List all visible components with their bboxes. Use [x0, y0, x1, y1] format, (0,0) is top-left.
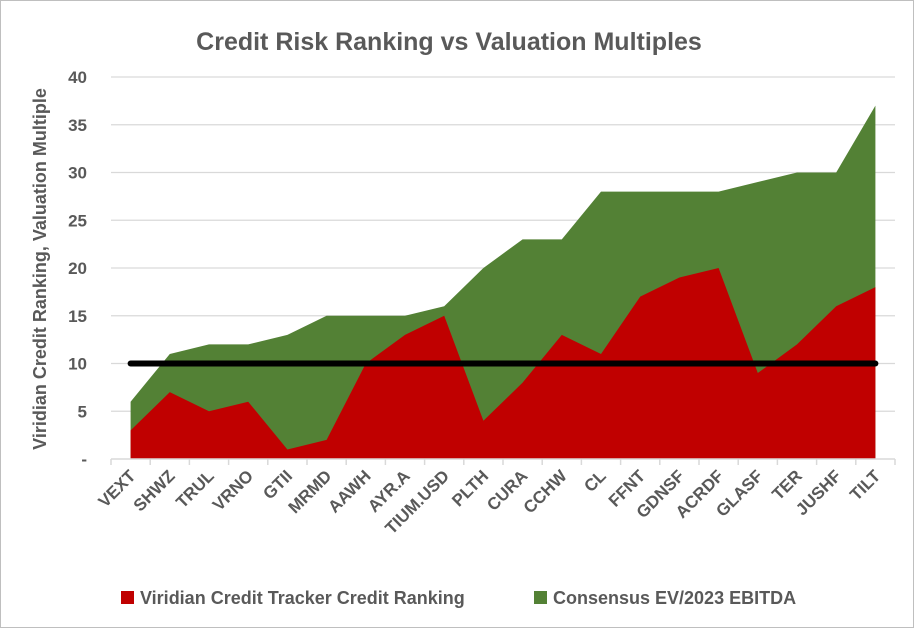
x-tick-label: CCHW [520, 466, 571, 517]
x-tick-label: CL [580, 466, 609, 495]
axes [110, 458, 896, 465]
legend-swatch [121, 591, 134, 604]
x-tick-label: VRNO [209, 466, 257, 514]
x-tick-label: TRUL [172, 466, 217, 511]
chart-title: Credit Risk Ranking vs Valuation Multipl… [196, 28, 702, 56]
legend-label: Consensus EV/2023 EBITDA [553, 588, 796, 608]
y-tick-label: 35 [68, 116, 87, 135]
legend-swatch [534, 591, 547, 604]
y-tick-label: 30 [68, 164, 87, 183]
series-areas [130, 105, 876, 460]
y-tick-labels: - 5 10 15 20 25 30 35 40 [68, 68, 87, 469]
legend: Viridian Credit Tracker Credit Ranking Co… [121, 588, 796, 608]
x-tick-label: MRMD [285, 466, 336, 517]
y-tick-label: 25 [68, 211, 87, 230]
series-area [130, 268, 876, 459]
y-tick-label: - [81, 450, 87, 469]
y-tick-label: 20 [68, 259, 87, 278]
y-axis-label: Viridian Credit Ranking, Valuation Multi… [30, 88, 50, 450]
x-tick-label: SHWZ [130, 466, 179, 515]
x-tick-label: AAWH [324, 466, 374, 516]
y-tick-label: 15 [68, 307, 87, 326]
y-tick-label: 5 [78, 402, 87, 421]
legend-label: Viridian Credit Tracker Credit Ranking [140, 588, 465, 608]
y-tick-label: 40 [68, 68, 87, 87]
y-tick-label: 10 [68, 355, 87, 374]
x-tick-label: TILT [846, 466, 884, 504]
